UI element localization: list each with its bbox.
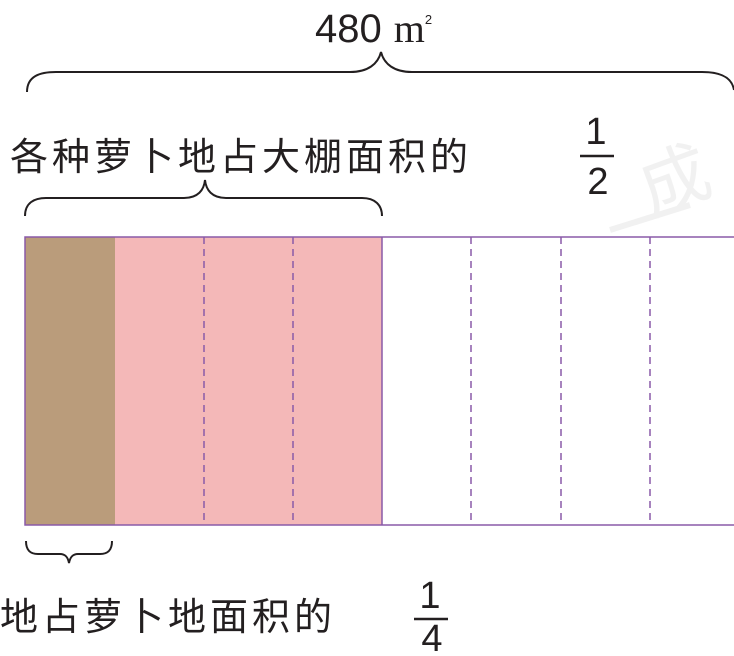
sub-fraction: 1 4 bbox=[414, 575, 448, 656]
dashed-dividers bbox=[203, 237, 651, 525]
sub-fraction-numerator: 1 bbox=[419, 575, 440, 617]
radish-brace bbox=[24, 179, 383, 217]
radish-fraction-numerator: 1 bbox=[585, 111, 606, 153]
total-area-unit: m bbox=[394, 6, 425, 51]
total-area-number: 480 bbox=[315, 7, 382, 51]
radish-fraction: 1 2 bbox=[580, 111, 614, 203]
radish-label-text: 各种萝卜地占大棚面积的 bbox=[10, 135, 472, 179]
white-segment bbox=[382, 237, 734, 525]
radish-fraction-denominator: 2 bbox=[587, 161, 608, 203]
sub-label-text: 地占萝卜地面积的 bbox=[0, 595, 336, 639]
rectangle-outline bbox=[24, 236, 734, 526]
pink-segment bbox=[115, 237, 382, 525]
total-area-label: 480 m2 bbox=[315, 6, 432, 51]
total-brace bbox=[26, 51, 734, 93]
watermark: 成 bbox=[609, 130, 722, 233]
total-area-exponent: 2 bbox=[425, 12, 432, 27]
watermark-text: 成 bbox=[628, 130, 722, 231]
sub-brace bbox=[25, 540, 113, 564]
sub-fraction-denominator: 4 bbox=[421, 618, 442, 651]
brown-segment bbox=[25, 237, 115, 525]
